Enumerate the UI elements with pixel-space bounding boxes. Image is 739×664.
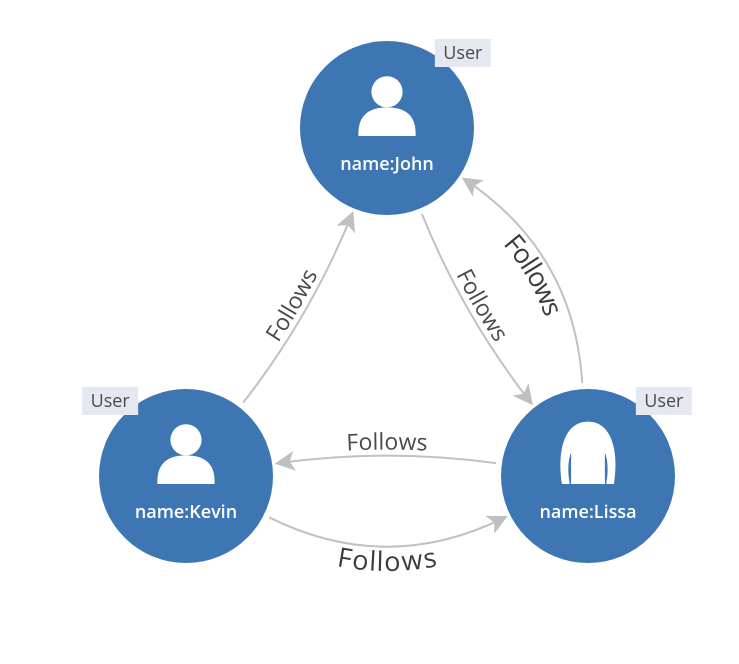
edge-label: Follows [497, 226, 573, 321]
edge-label: Follows [450, 263, 517, 347]
node-kevin: name:Kevin User [82, 387, 273, 563]
type-badge-label: User [644, 389, 684, 413]
node-john: name:John User [300, 39, 491, 215]
node-lissa: name:Lissa User [501, 387, 692, 563]
edge-lissa-kevin [278, 456, 496, 464]
node-label: name:Kevin [135, 500, 237, 524]
graph-diagram: FollowsFollowsFollowsFollowsFollows name… [0, 0, 739, 664]
edge-label: Follows [257, 263, 324, 347]
type-badge-label: User [443, 41, 483, 65]
edge-label: Follows [346, 425, 429, 458]
node-label: name:Lissa [539, 500, 636, 524]
type-badge-label: User [91, 389, 131, 413]
node-label: name:John [340, 152, 434, 176]
edge-label: Follows [335, 538, 439, 580]
